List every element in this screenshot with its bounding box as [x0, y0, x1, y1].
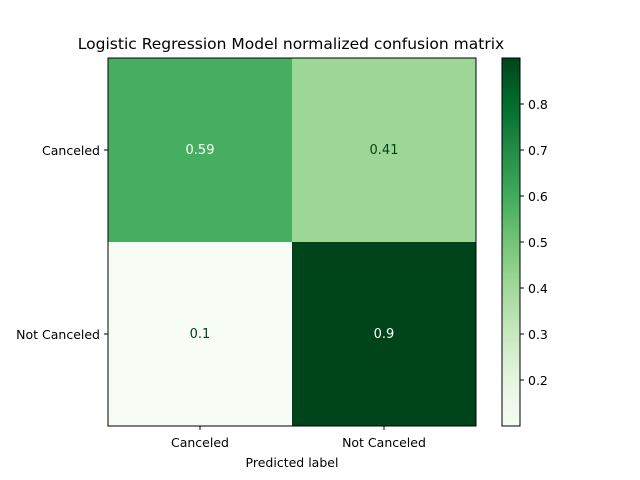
chart-title: Logistic Regression Model normalized con…	[78, 35, 504, 53]
x-axis-label: Predicted label	[246, 455, 339, 470]
colorbar-tick-label: 0.6	[528, 189, 548, 204]
y-axis: Canceled Not Canceled	[16, 143, 108, 342]
y-tick-label: Not Canceled	[16, 327, 100, 342]
heatmap-cell	[292, 242, 476, 426]
colorbar-tick-label: 0.7	[528, 143, 548, 158]
colorbar-tick-label: 0.5	[528, 235, 548, 250]
x-tick-label: Canceled	[171, 435, 229, 450]
colorbar	[501, 57, 521, 427]
x-tick-label: Not Canceled	[342, 435, 426, 450]
cell-value-label: 0.9	[374, 327, 395, 342]
heatmap-cells: 0.59 0.41 0.1 0.9	[108, 58, 476, 426]
heatmap-cell	[292, 58, 476, 242]
colorbar-tick-label: 0.2	[528, 373, 548, 388]
cell-value-label: 0.41	[370, 143, 399, 158]
x-axis: Canceled Not Canceled	[171, 426, 426, 450]
heatmap-cell	[108, 242, 292, 426]
y-tick-label: Canceled	[42, 143, 100, 158]
colorbar-axis: 0.2 0.3 0.4 0.5 0.6 0.7 0.8	[520, 97, 548, 388]
colorbar-tick-label: 0.3	[528, 327, 548, 342]
plot-frame	[107, 57, 477, 427]
cell-value-label: 0.1	[190, 327, 211, 342]
cell-value-label: 0.59	[186, 143, 215, 158]
colorbar-tick-label: 0.4	[528, 281, 548, 296]
colorbar-tick-label: 0.8	[528, 97, 548, 112]
heatmap-cell	[108, 58, 292, 242]
